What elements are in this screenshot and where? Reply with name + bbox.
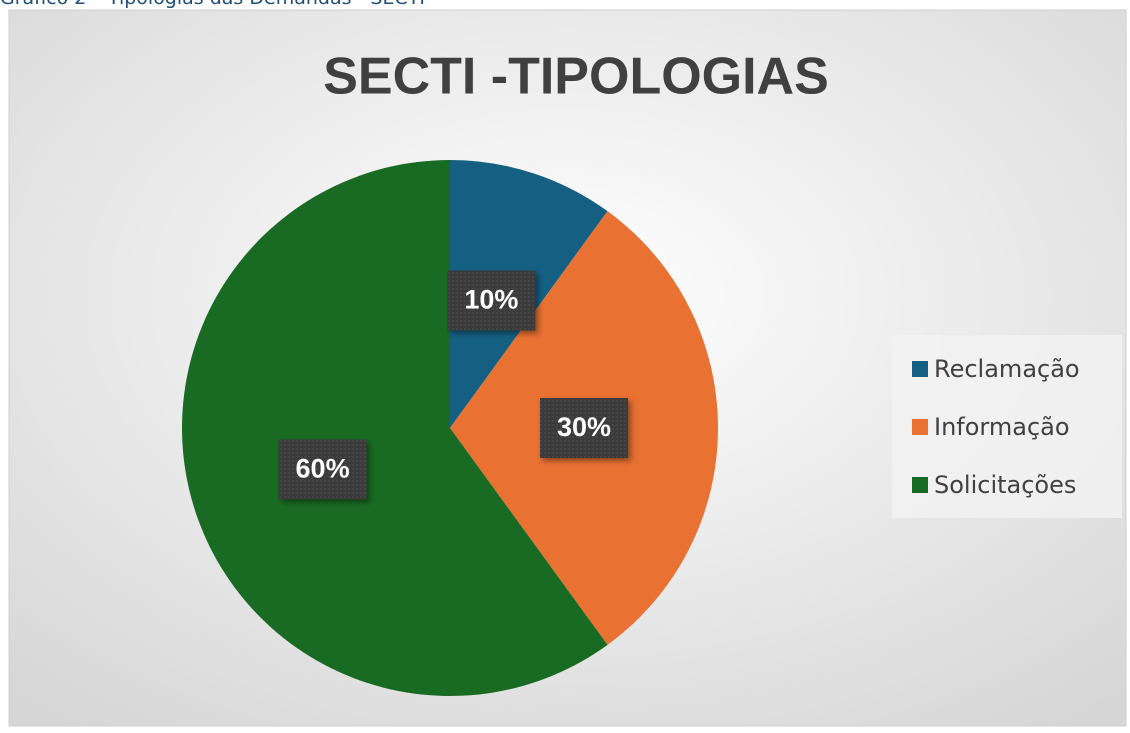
legend-swatch: [912, 477, 928, 493]
chart-title: SECTI -TIPOLOGIAS: [323, 48, 829, 106]
legend-label: Reclamação: [934, 355, 1080, 383]
data-label-box: [447, 270, 536, 331]
data-label: 60%: [296, 454, 350, 484]
legend-swatch: [912, 361, 928, 377]
data-label-box: [540, 398, 628, 458]
caption: Gráfico 2 – Tipologias das Demandas - SE…: [0, 0, 425, 9]
legend-label: Informação: [934, 413, 1070, 441]
data-label-box: [278, 439, 367, 500]
legend: [892, 335, 1122, 518]
legend-swatch: [912, 419, 928, 435]
data-label: 10%: [464, 285, 518, 315]
legend-label: Solicitações: [934, 471, 1076, 499]
data-label: 30%: [557, 412, 611, 442]
pie-slice: [181, 160, 608, 696]
